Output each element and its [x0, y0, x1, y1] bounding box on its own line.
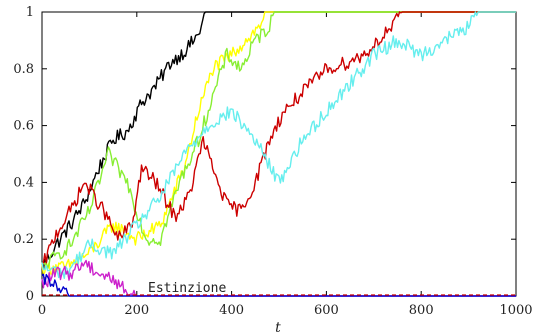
- y-tick-label: 0.6: [13, 119, 34, 134]
- x-tick-label: 1000: [499, 303, 532, 318]
- series-line-4: [41, 11, 516, 279]
- x-axis-label: t: [275, 320, 281, 336]
- series-line-5: [41, 259, 516, 297]
- x-tick-label: 600: [314, 303, 339, 318]
- y-tick-label: 0.2: [13, 232, 34, 247]
- y-tick-label: 1: [26, 5, 34, 20]
- y-tick-label: 0.4: [13, 175, 34, 190]
- y-tick-label: 0.8: [13, 62, 34, 77]
- x-tick-label: 800: [409, 303, 434, 318]
- series-line-6: [41, 273, 516, 297]
- axes: 0 200 400 600 800 1000 0 0.2 0.4 0.6 0.8 1: [13, 5, 532, 318]
- x-tick-label: 200: [124, 303, 149, 318]
- x-tick-label: 400: [219, 303, 244, 318]
- x-tick-label: 0: [38, 303, 46, 318]
- series-group: [41, 11, 516, 297]
- series-line-3: [41, 11, 516, 264]
- labels: t Estinzione: [148, 281, 281, 336]
- y-tick-label: 0: [26, 289, 34, 304]
- annotation-estinzione: Estinzione: [148, 281, 226, 296]
- series-line-1: [41, 11, 516, 276]
